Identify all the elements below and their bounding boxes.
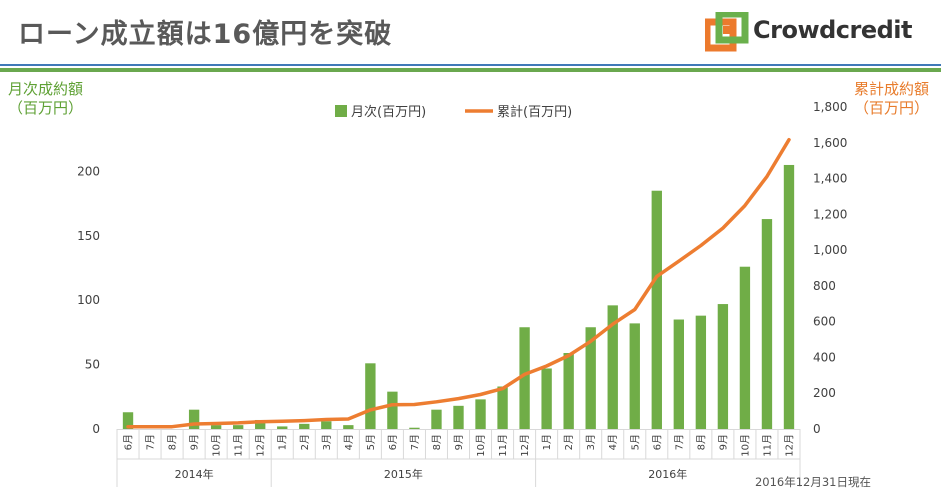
right-tick-label: 1,400	[813, 172, 847, 186]
right-tick-label: 600	[813, 315, 836, 329]
month-label: 9月	[189, 434, 201, 450]
month-label: 10月	[475, 434, 487, 457]
monthly-bar	[497, 386, 508, 429]
month-label: 1月	[541, 434, 553, 450]
monthly-bar	[387, 391, 398, 429]
monthly-bar	[541, 368, 552, 429]
month-label: 11月	[497, 434, 509, 457]
right-axis-title-line2: （百万円）	[853, 99, 929, 117]
monthly-bar	[343, 425, 354, 429]
header-divider-green	[0, 68, 941, 72]
monthly-bar	[122, 412, 134, 429]
month-label: 9月	[453, 434, 465, 450]
month-label: 8月	[431, 434, 443, 450]
monthly-bar	[277, 426, 288, 429]
month-label: 7月	[145, 434, 157, 450]
monthly-bar	[431, 409, 442, 429]
header-divider-blue	[0, 64, 941, 66]
month-label: 12月	[783, 434, 795, 457]
month-label: 11月	[761, 434, 773, 457]
right-tick-label: 1,800	[813, 100, 847, 114]
month-label: 10月	[211, 434, 223, 457]
legend-line-label: 累計(百万円)	[497, 104, 572, 120]
monthly-bar	[739, 266, 751, 429]
monthly-bar	[673, 319, 685, 429]
left-tick-label: 100	[77, 293, 100, 307]
monthly-bar	[629, 323, 640, 429]
right-tick-label: 1,600	[813, 136, 847, 150]
monthly-bar	[365, 363, 376, 429]
right-tick-label: 800	[813, 279, 836, 293]
monthly-bar	[783, 164, 795, 429]
as-of-date-note: 2016年12月31日現在	[754, 475, 871, 489]
month-label: 3月	[321, 434, 333, 450]
month-label: 10月	[739, 434, 751, 457]
monthly-bar	[695, 315, 707, 429]
monthly-bar	[651, 190, 662, 429]
monthly-bar	[585, 327, 596, 429]
year-label: 2014年	[175, 467, 214, 481]
month-label: 7月	[409, 434, 421, 450]
month-label: 12月	[255, 434, 267, 457]
month-label: 11月	[233, 434, 245, 457]
left-axis-title-line2: （百万円）	[8, 99, 84, 117]
monthly-bar	[232, 425, 244, 429]
monthly-bar	[607, 305, 618, 429]
right-tick-label: 0	[813, 422, 821, 436]
month-label: 8月	[695, 434, 707, 450]
right-tick-label: 400	[813, 350, 836, 364]
monthly-bar	[210, 425, 222, 429]
month-label: 2月	[299, 434, 311, 450]
left-tick-label: 0	[92, 422, 100, 436]
right-axis-title-line1: 累計成約額	[853, 80, 929, 98]
month-label: 1月	[277, 434, 289, 450]
monthly-bar	[321, 421, 332, 429]
monthly-bar	[453, 405, 464, 429]
month-label: 6月	[651, 434, 663, 450]
left-axis-title: 月次成約額 （百万円）	[8, 80, 83, 118]
monthly-bar	[519, 327, 530, 429]
monthly-bar	[761, 219, 773, 429]
right-tick-label: 200	[813, 386, 836, 400]
left-axis-title-line1: 月次成約額	[8, 80, 84, 98]
month-label: 12月	[519, 434, 531, 457]
right-tick-label: 1,200	[813, 207, 847, 221]
month-label: 9月	[717, 434, 729, 450]
page-title: ローン成立額は16億円を突破	[18, 19, 393, 50]
monthly-bar	[255, 419, 266, 429]
month-label: 5月	[365, 434, 377, 450]
month-label: 2月	[563, 434, 575, 450]
year-label: 2015年	[384, 467, 423, 481]
month-label: 6月	[123, 434, 135, 450]
month-label: 4月	[343, 434, 355, 450]
cumulative-line	[126, 137, 791, 429]
monthly-bar	[409, 427, 420, 429]
crowdcredit-logo-icon	[703, 10, 749, 52]
logo-text: Crowdcredit	[753, 16, 913, 44]
monthly-bar	[475, 399, 486, 429]
legend: 月次(百万円) 累計(百万円)	[335, 104, 572, 120]
brand-logo: Crowdcredit	[703, 10, 930, 54]
left-tick-label: 50	[85, 358, 100, 372]
year-label: 2016年	[648, 467, 687, 481]
right-tick-label: 1,000	[813, 243, 847, 257]
monthly-bar	[563, 353, 574, 429]
monthly-bar	[299, 423, 310, 429]
month-label: 6月	[387, 434, 399, 450]
legend-bar-label: 月次(百万円)	[351, 104, 426, 120]
month-label: 4月	[607, 434, 619, 450]
month-label: 7月	[673, 434, 685, 450]
legend-bar-swatch	[335, 105, 347, 117]
monthly-bar	[188, 409, 200, 429]
left-tick-label: 150	[77, 229, 100, 243]
monthly-bar	[717, 304, 729, 429]
left-tick-label: 200	[77, 164, 100, 178]
right-axis-title: 累計成約額 （百万円）	[854, 80, 929, 118]
month-label: 8月	[167, 434, 179, 450]
month-label: 5月	[629, 434, 641, 450]
month-label: 3月	[585, 434, 597, 450]
